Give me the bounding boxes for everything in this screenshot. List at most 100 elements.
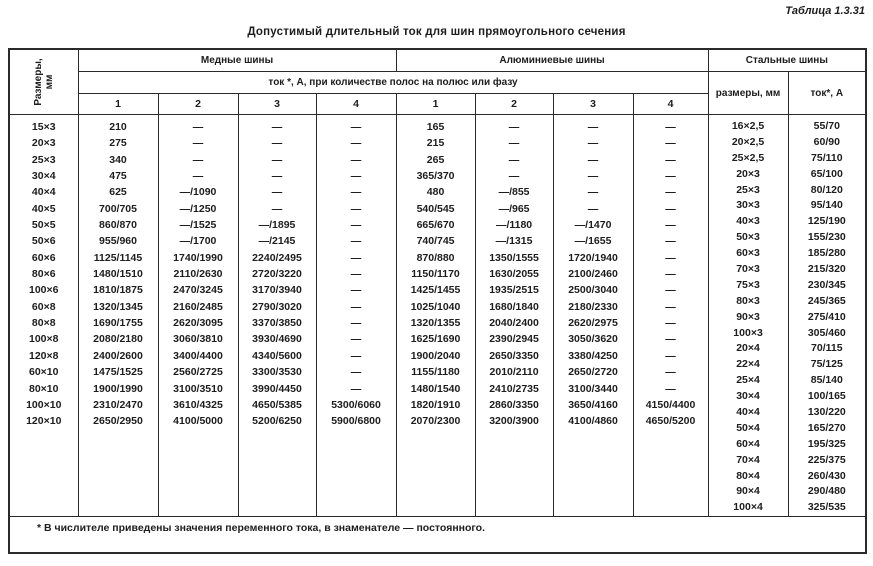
cell-value: 2180/2330 <box>568 300 618 313</box>
cell-value: — <box>665 202 676 215</box>
cell-value: 2620/3095 <box>173 317 223 330</box>
copper-strips-2-column: — — — — —/1090 —/1250 —/1525 —/1700 1740/1990 211… <box>157 113 239 518</box>
cell-value: 2240/2495 <box>252 251 302 264</box>
cell-value: —/1895 <box>258 219 296 232</box>
cell-value: — <box>587 121 599 133</box>
cell-value: 25×3 <box>31 153 56 166</box>
cell-value: 265 <box>426 153 445 166</box>
cell-value: — <box>271 202 283 215</box>
copper-strips-4-column: — — — — — — — — — — — — — — — — — 5300/6060 5900/6800 <box>315 113 397 518</box>
cell-value: — <box>587 170 599 183</box>
steel-current-header: ток*, А <box>787 71 867 115</box>
cell-value: 60×10 <box>29 366 59 379</box>
cell-value: — <box>271 170 283 183</box>
footnote-text: * В числителе приведены значения перемен… <box>8 516 867 554</box>
cell-value: 225/375 <box>807 453 846 466</box>
cell-value: — <box>350 268 362 281</box>
cell-value: 2400/2600 <box>93 349 143 362</box>
cell-value: — <box>665 153 676 166</box>
cell-value: 3100/3440 <box>568 382 618 395</box>
cell-value: 95/140 <box>810 199 843 212</box>
cell-value: 20×3 <box>31 137 56 150</box>
aluminum-strips-3-column: — — — — — — —/1470 —/1655 1720/1940 2100/2460 2500… <box>552 113 634 518</box>
cell-value: 305/460 <box>807 326 846 339</box>
cell-value: — <box>192 137 204 150</box>
cell-value: 870/880 <box>416 251 455 264</box>
cell-value: 155/230 <box>807 231 846 244</box>
cell-value: 25×4 <box>736 374 760 387</box>
cell-value: — <box>350 349 362 362</box>
cell-value: 50×3 <box>736 231 760 244</box>
cell-value: 1900/2040 <box>410 349 461 362</box>
cell-value: 30×4 <box>736 390 760 403</box>
cell-value: 20×3 <box>736 167 760 180</box>
header-group-row: Размеры, мм Медные шины Алюминиевые шины… <box>8 48 867 115</box>
cell-value: — <box>350 186 362 199</box>
cell-value: 3400/4400 <box>173 349 223 362</box>
steel-group-header: Стальные шины <box>707 48 867 72</box>
cell-value: 50×6 <box>31 235 56 248</box>
cell-value: 625 <box>109 186 127 199</box>
cell-value: 40×4 <box>736 406 760 419</box>
cell-value: 860/870 <box>99 219 137 232</box>
cell-value: — <box>271 121 283 133</box>
header-subtitle-row: ток *, А, при количестве полос на полюс … <box>9 71 867 115</box>
cell-value: 15×3 <box>31 121 56 133</box>
cell-value: 365/370 <box>416 170 455 183</box>
cell-value: 475 <box>109 170 127 183</box>
cell-value: — <box>350 333 362 346</box>
cell-value: 90×4 <box>736 485 760 498</box>
cell-value: 210 <box>109 121 127 133</box>
cell-value: 55/70 <box>813 120 840 132</box>
cell-value: —/1315 <box>495 235 533 248</box>
cell-value: 80/120 <box>810 183 843 196</box>
cell-value: — <box>587 153 599 166</box>
cell-value: 80×6 <box>31 268 56 281</box>
cell-value: 2390/2945 <box>489 333 539 346</box>
cell-value: 1155/1180 <box>411 366 460 379</box>
cell-value: — <box>350 366 362 379</box>
aluminum-strips-1-header: 1 <box>395 93 476 115</box>
cell-value: 215/320 <box>807 263 846 276</box>
cell-value: 2100/2460 <box>568 268 618 281</box>
cell-value: — <box>665 349 676 362</box>
copper-strips-1-header: 1 <box>77 93 159 115</box>
cell-value: 3050/3620 <box>568 333 618 346</box>
cell-value: —/855 <box>498 186 530 199</box>
cell-value: 75/110 <box>811 151 843 164</box>
cell-value: 30×3 <box>736 199 760 212</box>
cell-value: — <box>665 251 676 264</box>
cell-value: — <box>350 251 362 264</box>
cell-value: 3060/3810 <box>173 333 223 346</box>
cell-value: 4650/5200 <box>645 415 696 428</box>
copper-strips-1-column: 210 275 340 475 625 700/705 860/870 955/960 1125… <box>77 113 159 518</box>
cell-value: 325/535 <box>807 501 846 514</box>
aluminum-strips-4-header: 4 <box>632 93 709 115</box>
cell-value: 3170/3940 <box>252 284 302 297</box>
cell-value: 165/270 <box>807 421 846 434</box>
cell-value: 2560/2725 <box>173 366 223 379</box>
cell-value: 80×3 <box>736 294 760 307</box>
cell-value: 70×4 <box>736 453 760 466</box>
cell-value: — <box>350 170 362 183</box>
cell-value: 165 <box>426 121 445 133</box>
cell-value: 3610/4325 <box>173 398 223 411</box>
cell-value: 1690/1755 <box>93 317 143 330</box>
copper-strips-2-header: 2 <box>157 93 239 115</box>
cell-value: 80×4 <box>736 469 760 482</box>
cell-value: 75×3 <box>736 278 760 291</box>
cell-value: 90×3 <box>736 310 760 323</box>
cell-value: 3200/3900 <box>489 415 539 428</box>
cell-value: 1900/1990 <box>93 382 143 395</box>
cell-value: 230/345 <box>807 278 846 291</box>
cell-value: 120×10 <box>26 415 62 428</box>
cell-value: 4150/4400 <box>645 398 696 411</box>
cell-value: — <box>271 186 283 199</box>
cell-value: 20×4 <box>736 342 760 355</box>
cell-value: 2160/2485 <box>173 300 223 313</box>
cell-value: 4650/5385 <box>252 398 302 411</box>
cell-value: 20×2,5 <box>731 135 765 148</box>
cell-value: 340 <box>109 153 127 166</box>
cell-value: 260/430 <box>807 469 846 482</box>
